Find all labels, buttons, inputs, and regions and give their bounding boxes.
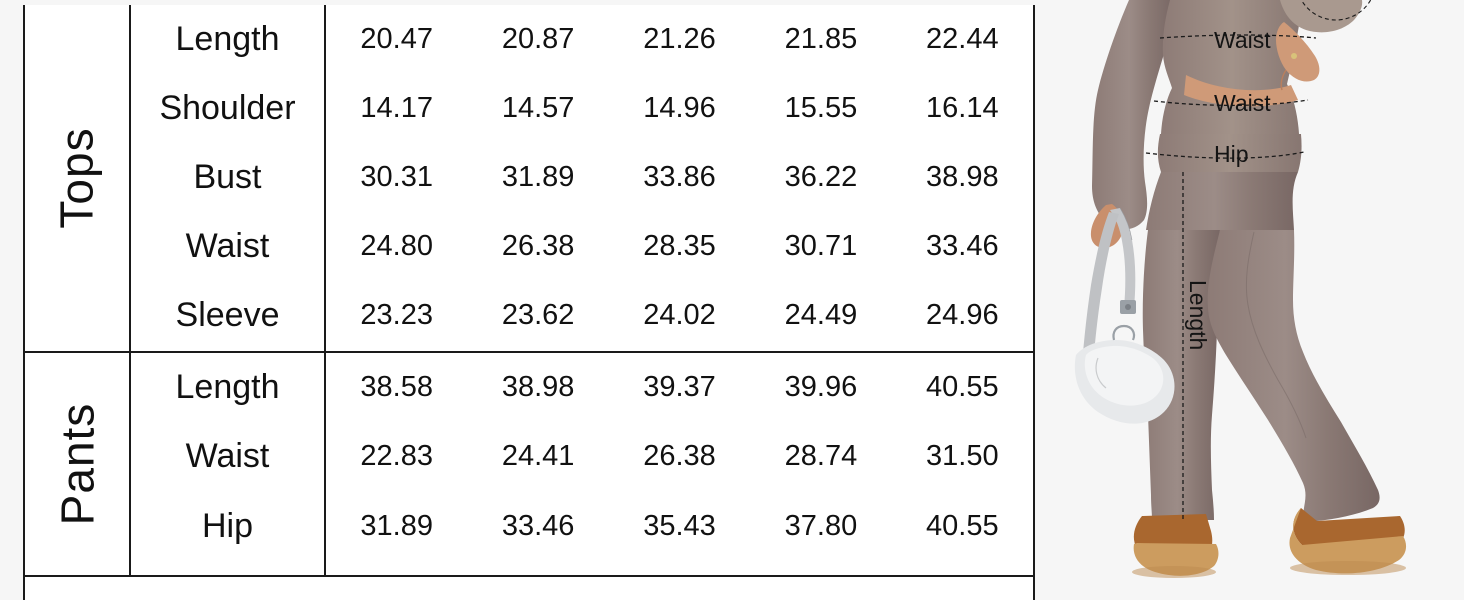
svg-text:Length: Length: [1185, 280, 1211, 350]
svg-text:Hip: Hip: [1214, 141, 1249, 167]
svg-text:Waist: Waist: [1214, 90, 1271, 116]
svg-text:Waist: Waist: [1214, 27, 1271, 53]
